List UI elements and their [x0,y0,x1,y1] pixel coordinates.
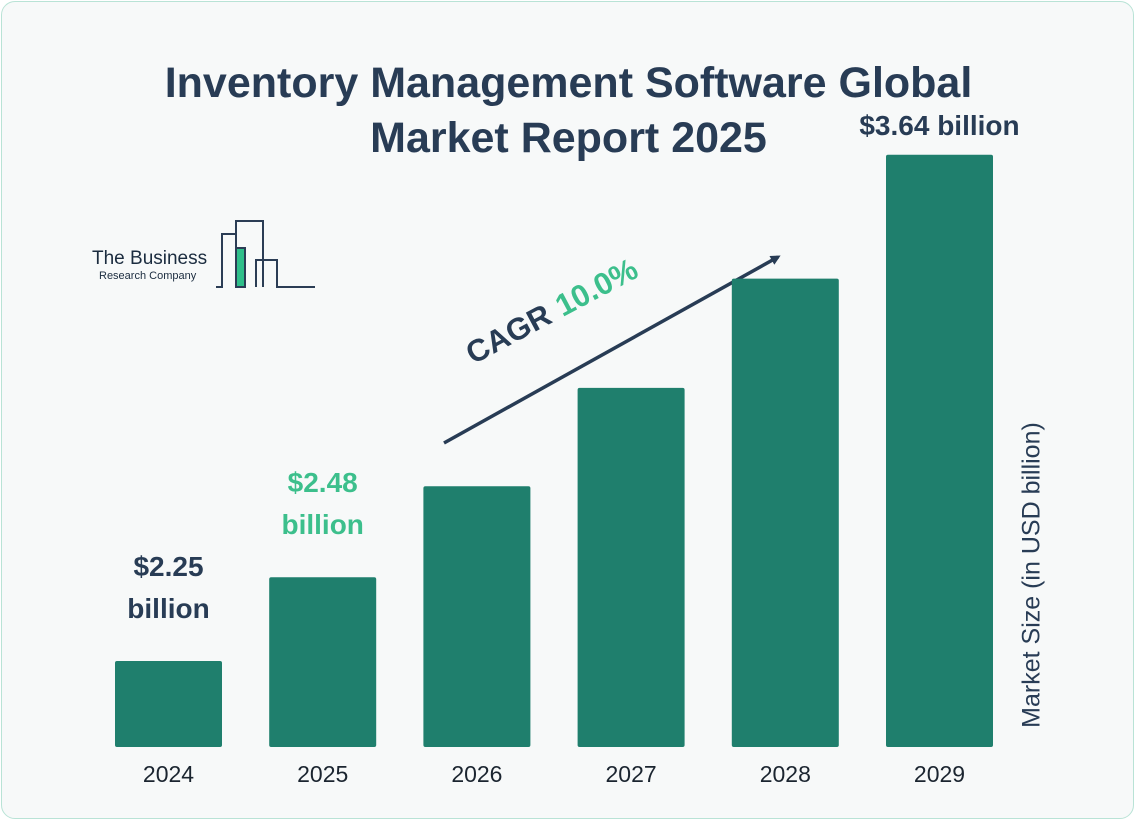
bar-2027 [577,387,685,747]
x-tick-label: 2027 [606,761,657,787]
bar-2029 [886,154,993,747]
x-tick-label: 2029 [914,761,965,787]
bar-2028 [731,278,839,747]
logo-text-line-2: Research Company [99,270,197,282]
company-logo: The Business Research Company [90,218,320,293]
cagr-arrow [443,255,781,445]
logo-buildings-icon [216,220,315,288]
title-line-2: Market Report 2025 [370,114,767,162]
data-label-2029: $3.64 billion [859,110,1019,141]
x-tick-label: 2025 [297,761,348,787]
data-label-2025: $2.48 [288,467,358,498]
title-line-1: Inventory Management Software Global [164,59,973,107]
logo-text-line-1: The Business [92,248,208,269]
x-tick-label: 2024 [143,761,194,787]
bar-2026 [423,486,531,747]
data-label-2025: billion [281,509,363,540]
y-axis-label-text: Market Size (in USD billion) [1017,422,1046,728]
x-tick-label: 2028 [760,761,811,787]
data-label-2024: billion [127,593,209,624]
data-label-2024: $2.25 [133,551,203,582]
bar-2025 [269,577,377,747]
x-tick-label: 2026 [451,761,502,787]
bar-2024 [115,661,222,747]
chart-title: Inventory Management Software Global Mar… [0,56,1137,166]
